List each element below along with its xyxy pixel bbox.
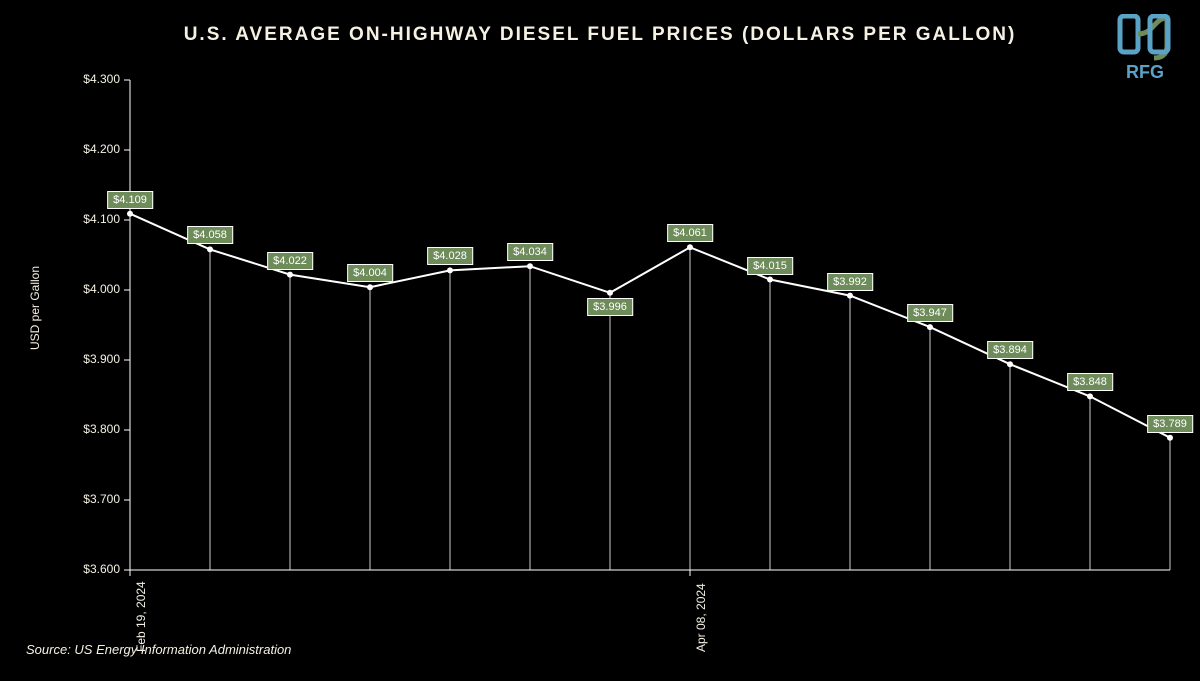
y-tick-label: $4.300	[60, 72, 120, 86]
x-tick-label: Feb 19, 2024	[134, 581, 148, 652]
data-point-label: $3.894	[987, 341, 1033, 359]
data-point-label: $3.996	[587, 298, 633, 316]
y-tick-label: $3.900	[60, 352, 120, 366]
data-point-label: $3.947	[907, 304, 953, 322]
y-tick-label: $4.200	[60, 142, 120, 156]
data-point-label: $4.034	[507, 243, 553, 261]
data-point-label: $4.061	[667, 224, 713, 242]
x-tick-label: Apr 08, 2024	[694, 583, 708, 652]
data-point-label: $4.004	[347, 264, 393, 282]
data-point-label: $3.848	[1067, 373, 1113, 391]
data-point-label: $4.028	[427, 247, 473, 265]
y-tick-label: $4.100	[60, 212, 120, 226]
source-text: Source: US Energy Information Administra…	[26, 642, 291, 657]
data-point-label: $4.015	[747, 257, 793, 275]
data-point-label: $4.022	[267, 252, 313, 270]
chart-container: U.S. AVERAGE ON-HIGHWAY DIESEL FUEL PRIC…	[0, 0, 1200, 681]
y-tick-label: $3.800	[60, 422, 120, 436]
data-point-label: $3.789	[1147, 415, 1193, 433]
data-point-label: $4.058	[187, 226, 233, 244]
data-point-label: $4.109	[107, 191, 153, 209]
y-tick-label: $3.600	[60, 562, 120, 576]
y-tick-label: $3.700	[60, 492, 120, 506]
data-point-label: $3.992	[827, 273, 873, 291]
y-tick-label: $4.000	[60, 282, 120, 296]
